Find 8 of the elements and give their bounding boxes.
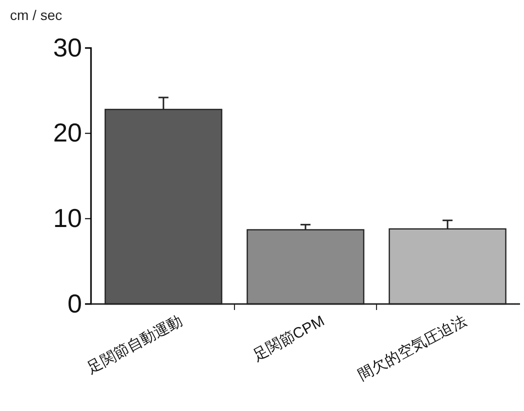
y-axis-title: cm / sec	[10, 7, 62, 23]
x-tick-label: 足関節CPM	[250, 312, 328, 364]
x-tick-label: 足関節自動運動	[84, 312, 186, 377]
y-tick-label: 20	[53, 118, 82, 148]
y-tick-label: 0	[68, 288, 82, 318]
y-tick-label: 10	[53, 202, 82, 233]
x-tick-label: 間欠的空気圧迫法	[355, 312, 470, 384]
y-tick-label: 30	[53, 32, 82, 62]
